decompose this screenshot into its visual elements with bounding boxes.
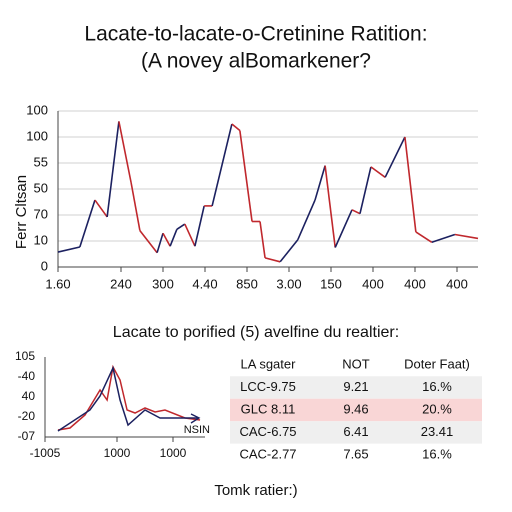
y-tick-label: -07	[18, 429, 36, 443]
line-segment	[162, 232, 171, 247]
annotation: NSIN	[184, 424, 210, 436]
line-segment	[184, 223, 196, 247]
x-tick-label: 850	[236, 276, 258, 291]
table-cell: CAC-6.75	[239, 424, 296, 439]
line-segment	[264, 257, 281, 263]
table-row	[230, 421, 482, 444]
y-tick-label: 55	[34, 154, 48, 169]
chart-subtitle: (A novey alBomarkener?	[141, 50, 371, 73]
footer: Tomk ratier:)	[214, 482, 297, 499]
line-segment	[169, 229, 178, 247]
table-cell: 9.46	[343, 401, 368, 416]
line-segment	[176, 223, 186, 230]
y-tick-label: 105	[15, 349, 35, 363]
table-header: NOT	[342, 356, 370, 371]
y-tick-label: -40	[18, 369, 36, 383]
x-tick-label: 240	[110, 276, 132, 291]
table-cell: LCC-9.75	[240, 379, 296, 394]
annotation-arrow	[190, 413, 201, 424]
line-segment	[279, 239, 299, 263]
line-segment	[106, 121, 120, 218]
line-segment	[79, 199, 96, 248]
line-segment	[404, 136, 417, 232]
line-segment	[297, 199, 316, 241]
line-segment	[415, 231, 433, 243]
x-tick-label: 1000	[104, 446, 131, 460]
line-segment	[454, 233, 479, 240]
y-tick-label: -20	[18, 409, 36, 423]
line-segment	[370, 166, 386, 178]
table-cell: CAC-2.77	[239, 446, 296, 461]
line	[57, 365, 198, 432]
y-tick-label: 100	[26, 102, 48, 117]
table-header: Doter Faat)	[404, 356, 470, 371]
table-row	[230, 398, 482, 422]
line-segment	[118, 121, 132, 183]
line-segment	[351, 209, 361, 215]
line-segment	[259, 221, 266, 259]
x-tick-label: -1005	[30, 446, 61, 460]
y-tick-label: 0	[41, 258, 48, 273]
table-cell: 23.41	[421, 424, 454, 439]
line-segment	[431, 233, 456, 244]
line-segment	[211, 123, 233, 207]
table-cell: 16.%	[422, 379, 452, 394]
x-tick-label: 400	[362, 276, 384, 291]
line-segment	[324, 165, 336, 248]
chart-title: Lacate to porified (5) avelfine du realt…	[113, 324, 399, 341]
line-segment	[194, 205, 205, 247]
x-tick-label: 300	[152, 276, 174, 291]
line-segment	[231, 123, 241, 132]
table-cell: GLC 8.11	[241, 401, 296, 416]
table-row	[230, 376, 482, 399]
line-segment	[57, 246, 81, 253]
table-cell: 9.21	[343, 379, 368, 394]
y-tick-label: 100	[26, 128, 48, 143]
line-segment	[239, 130, 253, 222]
table-cell: 7.65	[343, 446, 368, 461]
line-segment	[156, 232, 164, 253]
line-segment	[334, 209, 353, 248]
x-tick-label: 400	[404, 276, 426, 291]
table-header: LA sgater	[241, 356, 297, 371]
table-cell: 6.41	[343, 424, 368, 439]
line-segment	[384, 136, 406, 178]
y-tick-label: 50	[34, 180, 48, 195]
x-tick-label: 150	[320, 276, 342, 291]
x-tick-label: 400	[446, 276, 468, 291]
table-cell: 16.%	[422, 446, 452, 461]
y-tick-label: 10	[34, 232, 48, 247]
line	[57, 364, 201, 431]
y-axis-label: Ferr Cltsan	[13, 175, 30, 249]
chart-title: Lacate-to-lacate-o-Cretinine Ratition:	[84, 23, 427, 46]
x-tick-label: 1000	[160, 446, 187, 460]
x-tick-label: 3.00	[276, 276, 301, 291]
line-segment	[359, 166, 372, 214]
x-tick-label: 1.60	[45, 276, 70, 291]
y-tick-label: 40	[22, 389, 36, 403]
line-segment	[314, 165, 326, 201]
table-row	[230, 443, 482, 467]
line-segment	[94, 199, 108, 218]
table-cell: 20.%	[422, 401, 452, 416]
x-tick-label: 4.40	[192, 276, 217, 291]
line-segment	[139, 230, 158, 254]
line-segment	[130, 182, 141, 231]
y-tick-label: 70	[34, 206, 48, 221]
